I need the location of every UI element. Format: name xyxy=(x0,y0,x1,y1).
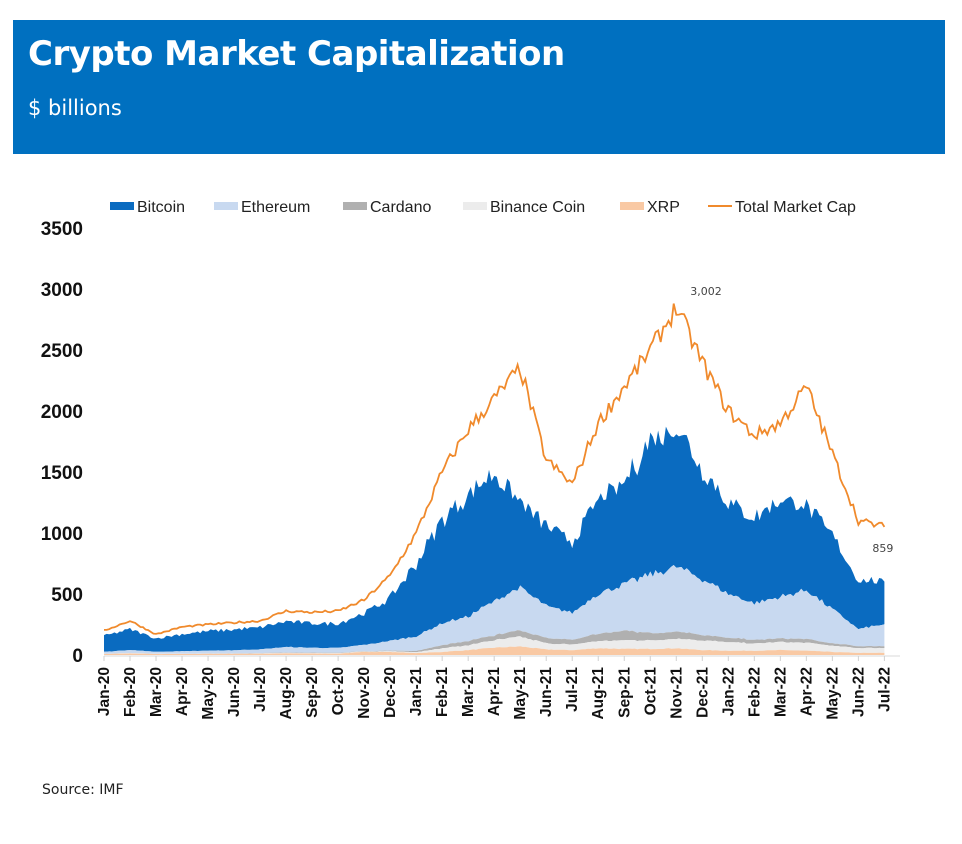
legend-label: Ethereum xyxy=(241,199,310,216)
stacked-areas xyxy=(104,426,885,655)
x-tick-label: Aug-20 xyxy=(278,667,295,720)
x-tick-label: Apr-20 xyxy=(174,667,191,716)
annotations: 3,002 859 xyxy=(690,285,893,555)
x-tick-label: May-20 xyxy=(200,667,217,720)
annotation-peak: 3,002 xyxy=(690,285,722,298)
y-tick-label: 500 xyxy=(51,585,83,606)
x-tick-label: Nov-21 xyxy=(668,667,685,719)
legend-item-bitcoin: Bitcoin xyxy=(110,199,185,216)
y-tick-label: 2000 xyxy=(41,402,83,423)
y-tick-label: 2500 xyxy=(41,341,83,362)
legend-label: XRP xyxy=(647,199,680,216)
source-note: Source: IMF xyxy=(42,782,124,798)
legend-swatch xyxy=(110,202,134,210)
x-axis: Jan-20 Feb-20 Mar-20 Apr-20 May-20 Jun-20 Jul-… xyxy=(96,655,900,720)
x-tick-label: Apr-21 xyxy=(486,667,503,716)
total-line xyxy=(103,303,886,635)
legend-swatch xyxy=(214,202,238,210)
area-binance-coin xyxy=(104,636,885,655)
annotation-trough: 859 xyxy=(872,542,893,555)
x-tick-label: Mar-20 xyxy=(148,667,165,717)
line-total-market-cap xyxy=(104,303,886,635)
chart-subtitle: $ billions xyxy=(28,96,122,120)
chart-header: Crypto Market Capitalization $ billions xyxy=(13,20,945,154)
y-tick-label: 3000 xyxy=(41,280,83,301)
x-tick-label: Mar-22 xyxy=(772,667,789,717)
legend-item-binance-coin: Binance Coin xyxy=(463,199,585,216)
x-tick-label: May-22 xyxy=(824,667,841,720)
legend-item-xrp: XRP xyxy=(620,199,680,216)
x-tick-label: Jan-22 xyxy=(720,667,737,716)
x-tick-label: Sep-20 xyxy=(304,667,321,718)
legend-swatch xyxy=(620,202,644,210)
x-tick-label: Sep-21 xyxy=(616,667,633,718)
legend-item-ethereum: Ethereum xyxy=(214,199,310,216)
x-tick-label: Dec-21 xyxy=(694,667,711,718)
x-tick-label: May-21 xyxy=(512,667,529,720)
area-ethereum xyxy=(104,565,885,654)
x-tick-label: Aug-21 xyxy=(590,667,607,720)
y-tick-label: 1000 xyxy=(41,524,83,545)
x-tick-label: Dec-20 xyxy=(382,667,399,718)
legend-label: Cardano xyxy=(370,199,431,216)
chart-title: Crypto Market Capitalization xyxy=(28,34,565,74)
x-tick-label: Feb-21 xyxy=(434,667,451,717)
area-bitcoin xyxy=(104,426,885,652)
x-tick-label: Oct-21 xyxy=(642,667,659,716)
legend-item-total-market-cap: Total Market Cap xyxy=(708,199,856,216)
legend-item-cardano: Cardano xyxy=(343,199,431,216)
y-tick-label: 3500 xyxy=(41,219,83,240)
x-tick-label: Jul-22 xyxy=(876,667,893,712)
legend: Bitcoin Ethereum Cardano Binance Coin XRP Tot… xyxy=(110,199,856,216)
x-tick-label: Apr-22 xyxy=(798,667,815,716)
x-tick-label: Feb-20 xyxy=(122,667,139,717)
y-tick-label: 1500 xyxy=(41,463,83,484)
legend-swatch xyxy=(463,202,487,210)
x-tick-label: Jun-21 xyxy=(538,667,555,717)
area-cardano xyxy=(104,630,885,654)
x-tick-label: Jul-20 xyxy=(252,667,269,712)
x-tick-label: Oct-20 xyxy=(330,667,347,715)
area-xrp xyxy=(104,646,885,655)
legend-label: Binance Coin xyxy=(490,199,585,216)
x-tick-label: Nov-20 xyxy=(356,667,373,719)
y-axis: 0 500 1000 1500 2000 2500 3000 3500 xyxy=(41,219,83,667)
x-tick-label: Jan-20 xyxy=(96,667,113,716)
chart: Bitcoin Ethereum Cardano Binance Coin XRP Tot… xyxy=(41,199,900,720)
x-tick-label: Feb-22 xyxy=(746,667,763,717)
x-tick-label: Jun-22 xyxy=(850,667,867,717)
x-tick-label: Mar-21 xyxy=(460,667,477,717)
x-tick-label: Jun-20 xyxy=(226,667,243,717)
legend-label: Total Market Cap xyxy=(735,199,856,216)
y-tick-label: 0 xyxy=(72,646,83,667)
legend-swatch xyxy=(343,202,367,210)
x-tick-label: Jul-21 xyxy=(564,667,581,712)
legend-label: Bitcoin xyxy=(137,199,185,216)
x-tick-label: Jan-21 xyxy=(408,667,425,716)
